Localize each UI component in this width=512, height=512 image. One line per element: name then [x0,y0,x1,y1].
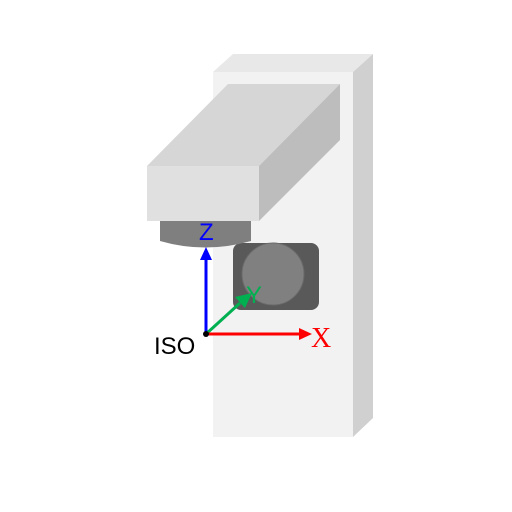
head-front-face [147,166,259,221]
view-label: ISO [154,333,195,360]
z-axis [200,247,212,334]
head-side-face [259,84,340,221]
x-axis [206,328,312,340]
z-axis-label: Z [199,219,214,246]
spindle-nose [160,221,251,248]
y-axis-label: Y [246,282,262,309]
head-top-face [147,84,340,166]
workpiece [233,242,319,310]
x-axis-label: X [311,323,331,354]
axis-origin [203,331,209,337]
spindle-head [147,84,340,248]
axis-triad: Z Y X [199,219,331,354]
workpiece-disc [241,242,305,306]
y-axis [204,293,252,336]
column-top-face [213,54,373,72]
column-side-face [353,54,373,437]
